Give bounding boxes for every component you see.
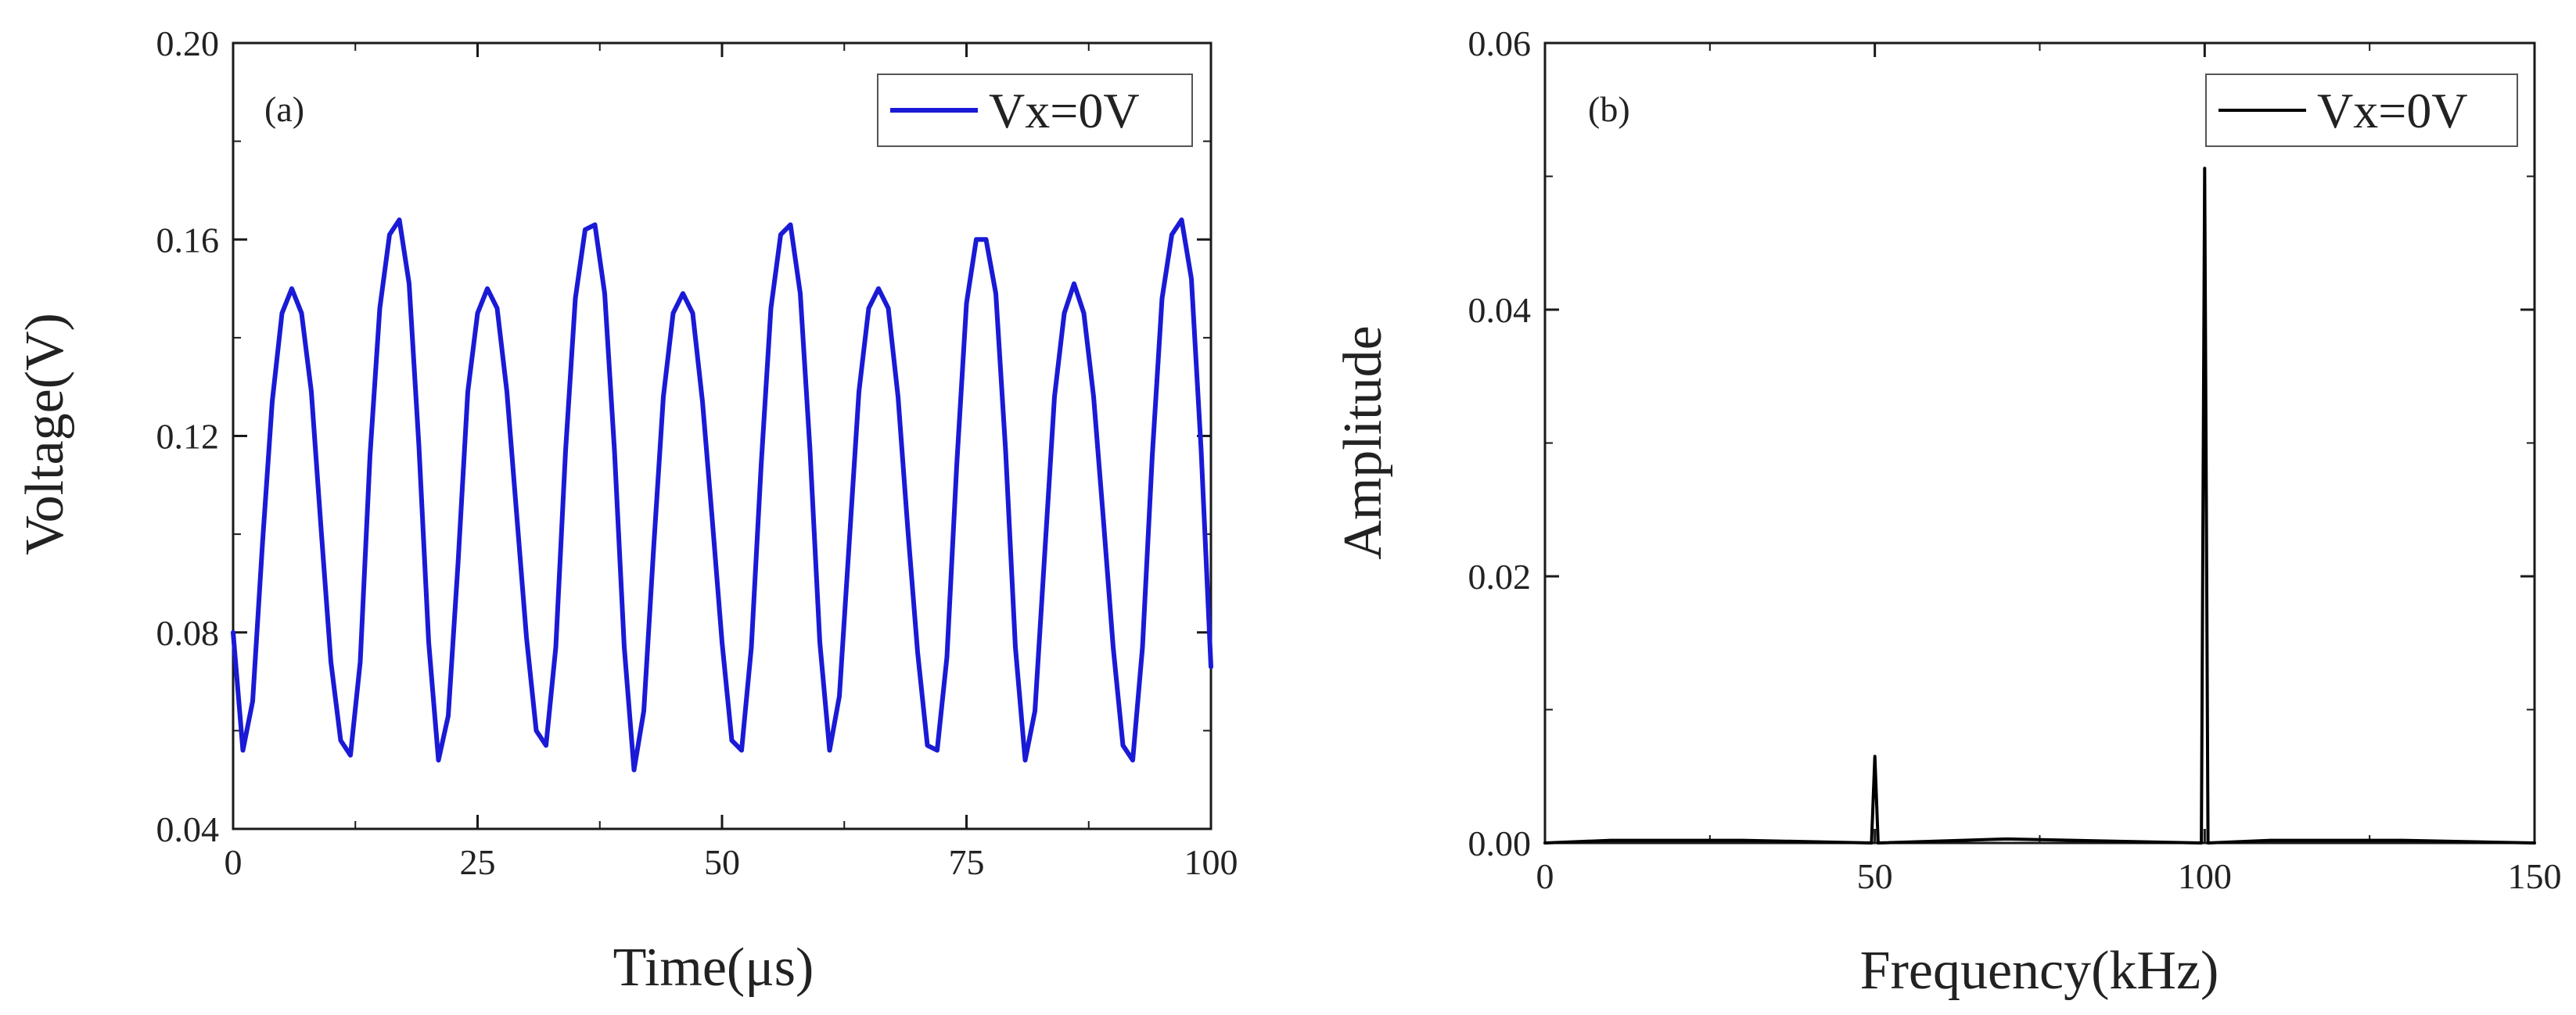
panel-a-series-line	[231, 217, 1213, 773]
panel-a-line-layer	[231, 217, 1213, 773]
panel-b-series-line	[1543, 167, 2536, 845]
panel-a-legend-label: Vx=0V	[989, 83, 1140, 138]
panel-b-x-tick-label: 100	[2178, 856, 2232, 896]
panel-b-y-tick-label: 0.02	[1468, 557, 1532, 597]
panel-a-y-tick-label: 0.08	[156, 613, 220, 653]
panel-b-y-tick-label: 0.04	[1468, 290, 1532, 330]
panel-a-y-tick-label: 0.04	[156, 809, 220, 849]
panel-b-y-tick-label: 0.00	[1468, 823, 1532, 863]
panel-a-ticks: 0 25 50 75 100 0.04 0.08 0.12 0.16 0.20	[156, 23, 1238, 882]
panel-b-legend-label: Vx=0V	[2317, 83, 2468, 138]
panel-b-y-tick-label: 0.06	[1468, 23, 1532, 63]
panel-b-x-tick-label: 50	[1857, 856, 1893, 896]
panel-b-label: (b)	[1588, 89, 1630, 129]
panel-a-y-tick-label: 0.20	[156, 23, 220, 63]
panel-a: 0 25 50 75 100 0.04 0.08 0.12 0.16 0.20 (a) Vx=0V…	[15, 23, 1238, 998]
panel-a-label: (a)	[264, 89, 304, 129]
panel-b-x-tick-label: 150	[2508, 856, 2562, 896]
panel-b-x-axis-title: Frequency(kHz)	[1860, 941, 2219, 1001]
panel-b: 0 50 100 150 0.00 0.02 0.04 0.06 (b) Vx=0V Freq…	[1333, 23, 2562, 1001]
panel-b-y-axis-title: Amplitude	[1333, 325, 1393, 559]
panel-a-x-tick-label: 50	[704, 842, 740, 882]
panel-a-legend: Vx=0V	[877, 74, 1193, 147]
panel-a-y-tick-label: 0.16	[156, 220, 220, 260]
panel-a-x-tick-label: 0	[225, 842, 243, 882]
panel-b-ticks: 0 50 100 150 0.00 0.02 0.04 0.06	[1468, 23, 2562, 896]
panel-b-x-tick-label: 0	[1536, 856, 1554, 896]
panel-a-x-tick-label: 100	[1184, 842, 1238, 882]
panel-a-x-axis-title: Time(μs)	[613, 938, 814, 998]
panel-a-x-tick-label: 25	[460, 842, 496, 882]
panel-a-x-tick-label: 75	[949, 842, 985, 882]
panel-a-y-tick-label: 0.12	[156, 417, 220, 457]
panel-b-line-layer	[1543, 167, 2536, 845]
panel-a-y-axis-title: Voltage(V)	[15, 313, 75, 555]
panel-b-legend: Vx=0V	[2205, 74, 2518, 147]
